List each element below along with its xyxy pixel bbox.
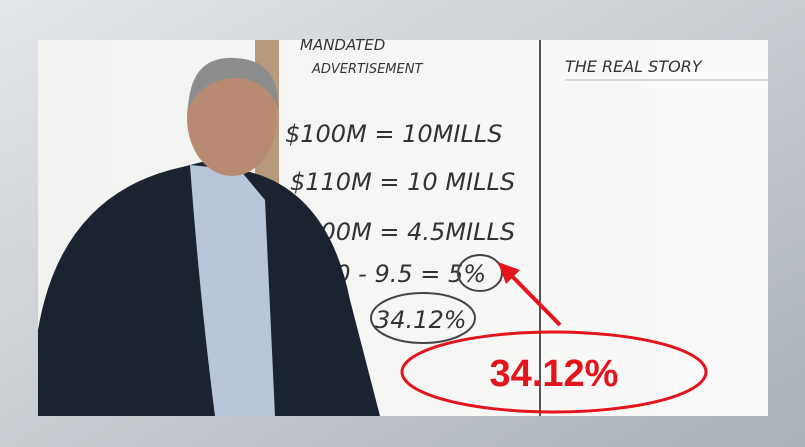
annotation-label: 34.12% <box>490 353 619 395</box>
board-heading: ADVERTISEMENT <box>311 62 423 77</box>
screenshot: MANDATED ADVERTISEMENT THE REAL STORY $1… <box>0 0 805 447</box>
board-heading: MANDATED <box>300 36 385 54</box>
board-line: $110M = 10 MILLS <box>290 168 515 196</box>
board-line: $100M = 10MILLS <box>285 120 502 148</box>
board-line: 34.12% <box>375 306 467 334</box>
page: MANDATED ADVERTISEMENT THE REAL STORY $1… <box>0 0 805 447</box>
board-heading: THE REAL STORY <box>565 57 703 76</box>
